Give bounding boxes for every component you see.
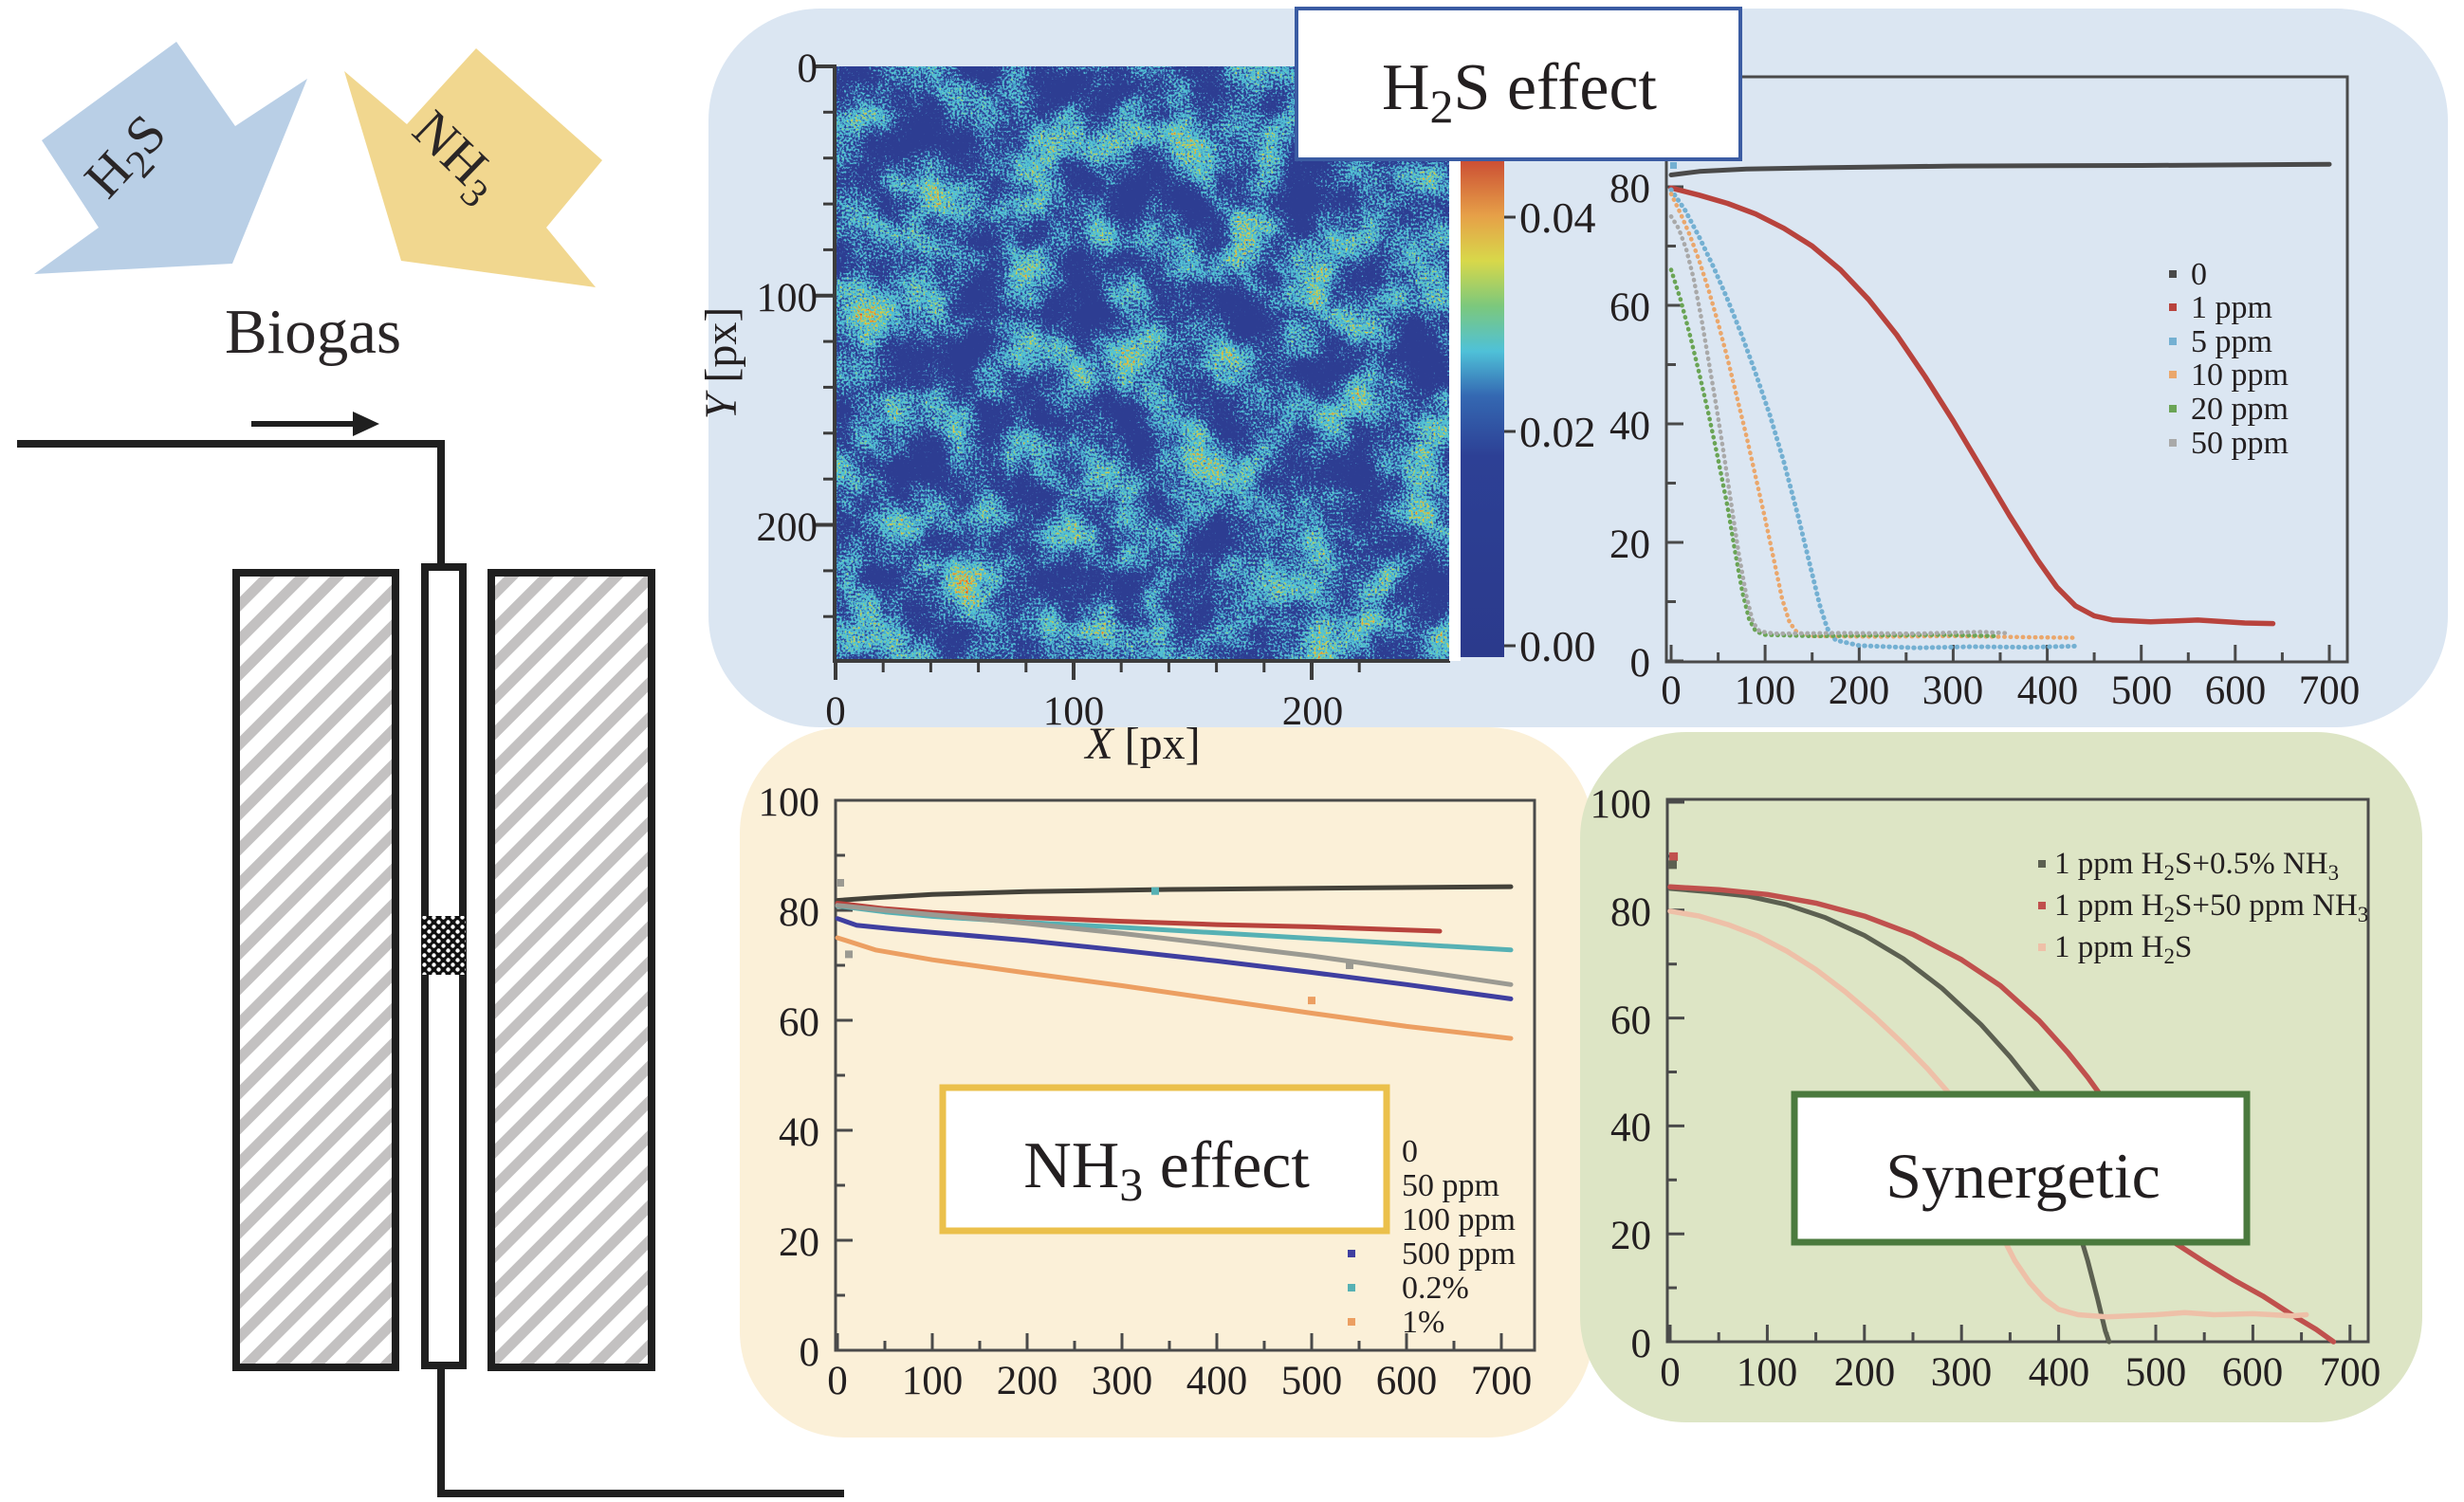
svg-text:40: 40 xyxy=(779,1110,819,1155)
svg-text:1 ppm: 1 ppm xyxy=(2191,290,2272,325)
svg-text:100: 100 xyxy=(1043,689,1105,734)
svg-text:60: 60 xyxy=(1609,285,1650,330)
svg-text:Biogas: Biogas xyxy=(225,297,401,367)
svg-text:50 ppm: 50 ppm xyxy=(1402,1168,1499,1203)
svg-text:200: 200 xyxy=(997,1359,1058,1403)
svg-text:600: 600 xyxy=(2222,1350,2284,1395)
svg-text:0.00: 0.00 xyxy=(1519,622,1596,670)
svg-text:700: 700 xyxy=(1471,1359,1533,1403)
svg-text:700: 700 xyxy=(2320,1350,2381,1395)
svg-text:60: 60 xyxy=(1610,998,1651,1043)
svg-text:0.2%: 0.2% xyxy=(1402,1271,1469,1306)
svg-text:50 ppm: 50 ppm xyxy=(2191,426,2289,461)
svg-text:80: 80 xyxy=(1610,890,1651,935)
svg-text:1 ppm H2S+50 ppm NH3: 1 ppm H2S+50 ppm NH3 xyxy=(2054,888,2368,926)
svg-text:40: 40 xyxy=(1609,404,1650,449)
svg-text:0: 0 xyxy=(798,46,818,91)
svg-text:60: 60 xyxy=(779,1000,819,1045)
svg-text:Synergetic: Synergetic xyxy=(1885,1140,2161,1212)
svg-text:0: 0 xyxy=(1402,1134,1418,1169)
svg-text:400: 400 xyxy=(2029,1350,2090,1395)
svg-text:1%: 1% xyxy=(1402,1305,1444,1340)
svg-text:100: 100 xyxy=(902,1359,964,1403)
svg-text:100: 100 xyxy=(1737,1350,1798,1395)
svg-text:Y [px]: Y [px] xyxy=(696,307,746,420)
svg-text:100: 100 xyxy=(1735,669,1796,713)
svg-text:0.02: 0.02 xyxy=(1519,408,1596,456)
svg-text:600: 600 xyxy=(1376,1359,1438,1403)
svg-text:NH3 effect: NH3 effect xyxy=(1023,1129,1310,1211)
svg-text:80: 80 xyxy=(1609,167,1650,211)
svg-text:200: 200 xyxy=(1829,669,1890,713)
svg-text:0: 0 xyxy=(827,1359,848,1403)
svg-text:0: 0 xyxy=(2191,257,2207,292)
svg-text:0: 0 xyxy=(1630,641,1651,686)
svg-text:20: 20 xyxy=(1609,522,1650,567)
svg-text:20 ppm: 20 ppm xyxy=(2191,392,2289,427)
svg-text:400: 400 xyxy=(2017,669,2079,713)
svg-text:0: 0 xyxy=(825,689,846,734)
svg-text:100: 100 xyxy=(1591,782,1652,827)
svg-text:H2S effect: H2S effect xyxy=(1382,51,1658,133)
svg-text:200: 200 xyxy=(757,505,818,550)
svg-text:0: 0 xyxy=(1631,1322,1652,1366)
svg-text:300: 300 xyxy=(1931,1350,1993,1395)
svg-text:600: 600 xyxy=(2205,669,2267,713)
svg-text:100 ppm: 100 ppm xyxy=(1402,1202,1516,1237)
svg-text:10 ppm: 10 ppm xyxy=(2191,357,2289,393)
svg-text:1 ppm H2S+0.5% NH3: 1 ppm H2S+0.5% NH3 xyxy=(2054,847,2339,885)
svg-text:200: 200 xyxy=(1834,1350,1896,1395)
svg-text:300: 300 xyxy=(1922,669,1984,713)
svg-text:40: 40 xyxy=(1610,1106,1651,1150)
svg-text:500: 500 xyxy=(1281,1359,1343,1403)
svg-text:200: 200 xyxy=(1282,689,1344,734)
svg-text:100: 100 xyxy=(757,276,818,321)
svg-text:5 ppm: 5 ppm xyxy=(2191,324,2272,359)
svg-text:100: 100 xyxy=(759,780,820,825)
svg-text:0: 0 xyxy=(800,1330,820,1375)
svg-text:20: 20 xyxy=(1610,1214,1651,1258)
svg-text:20: 20 xyxy=(779,1220,819,1265)
svg-text:500: 500 xyxy=(2125,1350,2187,1395)
svg-text:80: 80 xyxy=(779,890,819,935)
svg-text:500: 500 xyxy=(2111,669,2173,713)
svg-text:400: 400 xyxy=(1186,1359,1248,1403)
svg-text:300: 300 xyxy=(1092,1359,1153,1403)
svg-text:700: 700 xyxy=(2299,669,2361,713)
svg-text:0.04: 0.04 xyxy=(1519,193,1596,242)
svg-text:0: 0 xyxy=(1661,669,1682,713)
svg-text:X [px]: X [px] xyxy=(1083,719,1200,769)
svg-text:500 ppm: 500 ppm xyxy=(1402,1236,1516,1272)
svg-text:0: 0 xyxy=(1660,1350,1681,1395)
